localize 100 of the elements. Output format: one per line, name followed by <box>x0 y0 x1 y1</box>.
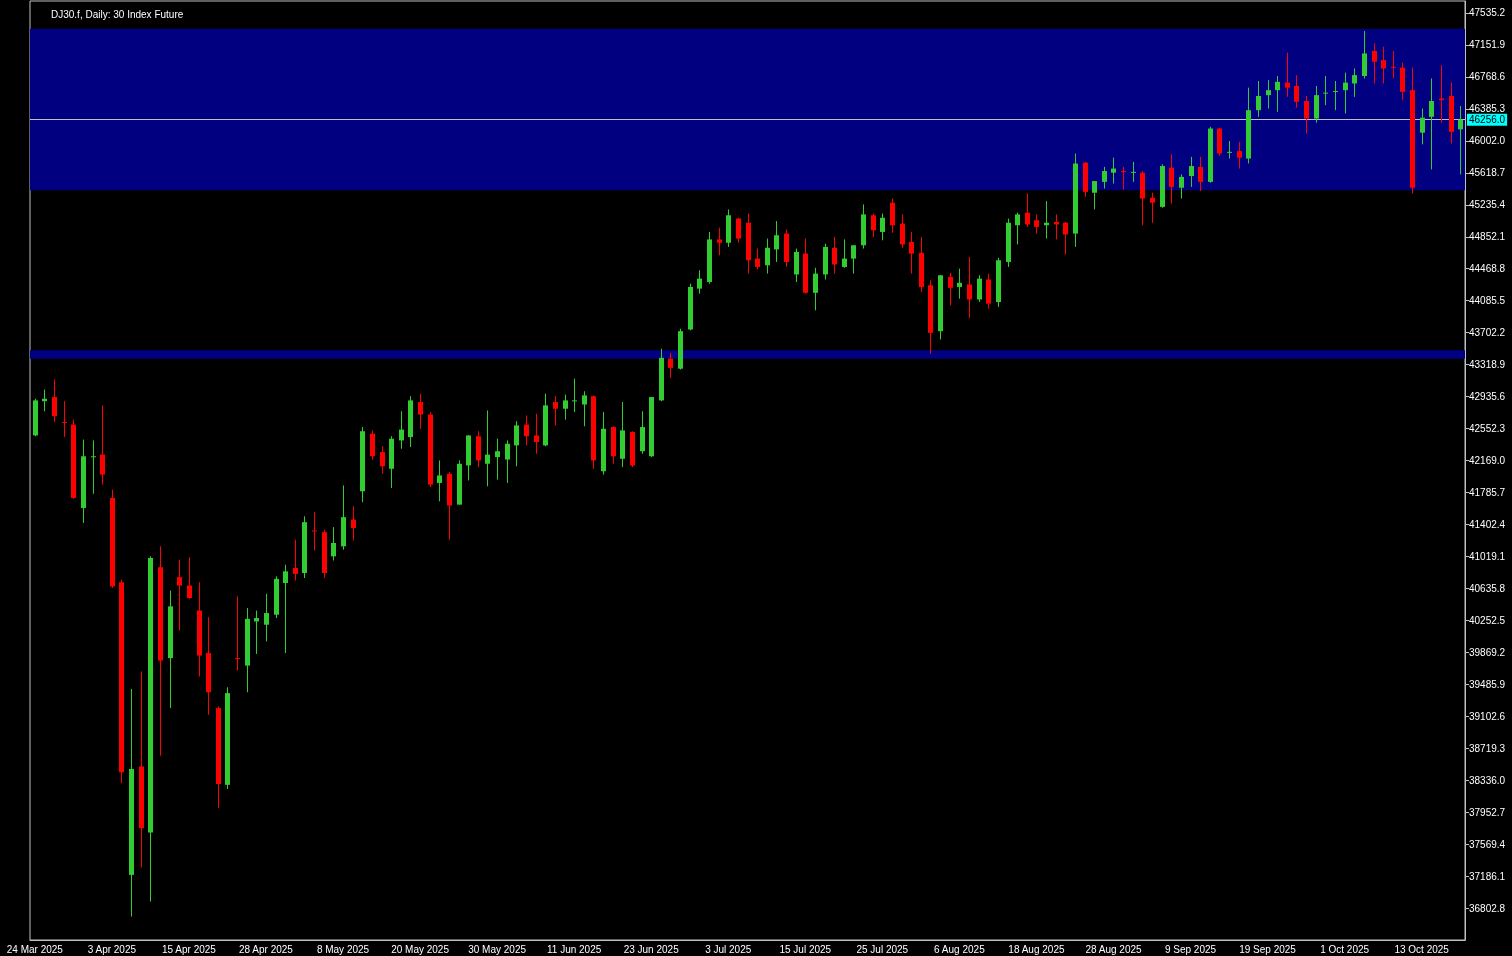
x-tick-label: 11 Jun 2025 <box>546 943 602 955</box>
y-tick-label: 47535.2 <box>1469 7 1506 19</box>
candlestick <box>91 439 96 495</box>
candlestick <box>331 526 336 562</box>
candlestick <box>832 236 837 275</box>
candlestick <box>1343 72 1348 114</box>
candlestick <box>351 505 356 541</box>
candlestick <box>1372 42 1377 84</box>
candlestick <box>1362 30 1367 79</box>
y-tick-label: 43318.9 <box>1469 359 1506 371</box>
candlestick <box>717 227 722 256</box>
candlestick <box>572 378 577 413</box>
y-tick-label: 36802.8 <box>1469 902 1506 914</box>
candlestick <box>1121 166 1126 190</box>
y-tick-label: 44085.5 <box>1469 295 1506 307</box>
candlestick <box>534 413 539 455</box>
candlestick <box>977 274 982 303</box>
candlestick <box>1150 192 1155 224</box>
candlestick <box>1275 75 1280 113</box>
x-tick-label: 15 Apr 2025 <box>161 943 217 955</box>
candlestick <box>437 459 442 502</box>
candlestick <box>1237 141 1242 170</box>
y-tick-label: 42169.0 <box>1469 455 1506 467</box>
candlestick <box>418 393 423 430</box>
candlestick <box>794 248 799 283</box>
candlestick <box>755 248 760 270</box>
candlestick <box>1294 74 1299 109</box>
candlestick <box>495 438 500 481</box>
candlestick <box>1015 212 1020 245</box>
candlestick <box>900 213 905 249</box>
candlestick <box>880 213 885 241</box>
ref-line-label: 46256.0 <box>1469 114 1506 126</box>
candlestick <box>1256 80 1261 118</box>
candlestick <box>1439 64 1444 124</box>
candlestick <box>380 445 385 475</box>
candlestick <box>1179 173 1184 200</box>
y-tick-label: 46385.3 <box>1469 103 1506 115</box>
candlestick <box>293 539 298 582</box>
candlestick <box>668 352 673 379</box>
candlestick <box>1189 156 1194 188</box>
candlestick <box>505 439 510 484</box>
y-tick-label: 38719.3 <box>1469 742 1506 754</box>
candlestick <box>851 244 856 275</box>
y-tick-label: 37952.7 <box>1469 806 1506 818</box>
candlestick <box>948 272 953 306</box>
x-tick-label: 28 Aug 2025 <box>1085 943 1142 955</box>
x-tick-label: 18 Aug 2025 <box>1008 943 1065 955</box>
y-tick-label: 45235.4 <box>1469 199 1506 211</box>
x-tick-label: 30 May 2025 <box>468 943 527 955</box>
candlestick <box>582 390 587 427</box>
text: DJ30.f, Daily: 30 Index Future <box>51 8 184 20</box>
candlestick <box>909 231 914 275</box>
y-tick-label: 39869.2 <box>1469 646 1506 658</box>
y-tick-label: 40635.8 <box>1469 582 1506 594</box>
candlestick <box>1034 213 1039 235</box>
candlestick <box>1092 180 1097 210</box>
candlestick <box>514 420 519 467</box>
candlestick <box>736 217 741 244</box>
candlestick <box>1266 79 1271 109</box>
candlestick <box>1285 52 1290 98</box>
y-tick-label: 41019.1 <box>1469 550 1506 562</box>
candlestick <box>1429 77 1434 170</box>
candlestick <box>765 238 770 275</box>
candlestick <box>697 269 702 295</box>
candlestick <box>1323 75 1328 106</box>
candlestick <box>283 564 288 654</box>
candlestick <box>1333 80 1338 111</box>
candlestick <box>1227 140 1232 160</box>
candlestick <box>62 400 67 438</box>
y-tick-label: 41402.4 <box>1469 518 1506 530</box>
y-tick-label: 46002.0 <box>1469 135 1506 147</box>
candlestick <box>1304 95 1309 135</box>
candlestick <box>100 404 105 486</box>
candlestick <box>967 256 972 319</box>
x-tick-label: 8 May 2025 <box>316 943 370 955</box>
candlestick <box>399 410 404 450</box>
candlestick <box>264 593 269 642</box>
x-tick-label: 3 Apr 2025 <box>87 943 137 955</box>
y-tick-label: 37569.4 <box>1469 838 1506 850</box>
candlestick <box>312 511 317 551</box>
candlestick <box>235 595 240 672</box>
y-tick-label: 39485.9 <box>1469 678 1506 690</box>
y-tick-label: 46768.6 <box>1469 71 1506 83</box>
candlestick <box>1198 156 1203 192</box>
candlestick <box>1381 46 1386 84</box>
x-tick-label: 1 Oct 2025 <box>1320 943 1370 955</box>
x-tick-label: 3 Jul 2025 <box>705 943 752 955</box>
candlestick <box>1063 221 1068 255</box>
y-tick-label: 45618.7 <box>1469 167 1506 179</box>
y-tick-label: 47151.9 <box>1469 39 1506 51</box>
candlestick <box>524 414 529 446</box>
x-tick-label: 9 Sep 2025 <box>1164 943 1217 955</box>
x-tick-label: 6 Aug 2025 <box>934 943 986 955</box>
y-tick-label: 38336.0 <box>1469 774 1506 786</box>
y-tick-label: 44468.8 <box>1469 263 1506 275</box>
x-tick-label: 15 Jul 2025 <box>779 943 832 955</box>
candlestick <box>1391 50 1396 79</box>
y-tick-label: 37186.1 <box>1469 870 1506 882</box>
y-tick-label: 42935.6 <box>1469 391 1506 403</box>
candlestick <box>485 409 490 487</box>
